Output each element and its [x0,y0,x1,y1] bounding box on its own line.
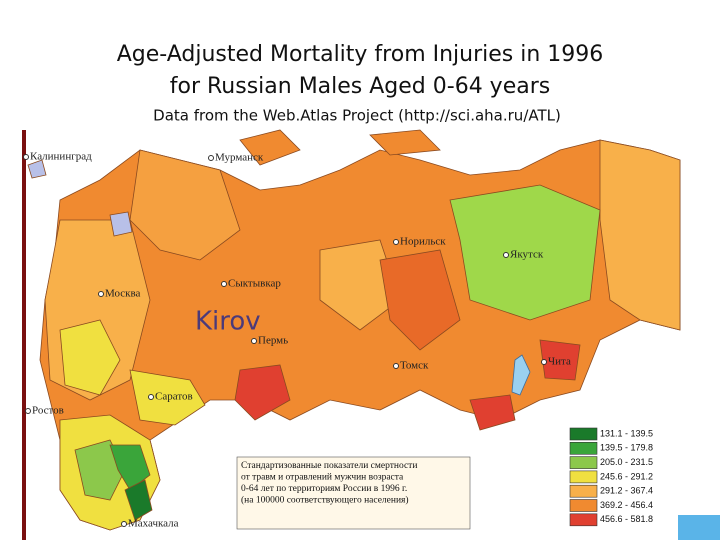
city-label: Томск [400,360,429,372]
legend-swatch [569,499,598,512]
legend-label: 245.6 - 291.2 [600,471,653,481]
subtitle: Data from the Web.Atlas Project (http://… [153,107,561,125]
region [599,139,681,331]
legend: 131.1 - 139.5 139.5 - 179.8 205.0 - 231.5 2… [569,427,653,527]
legend-swatch [569,470,598,484]
region [124,479,153,521]
city-label: Сыктывкар [228,278,281,290]
region [319,239,401,331]
kaliningrad [27,159,47,179]
region [129,149,241,261]
legend-swatch [569,441,598,455]
legend-swatch [569,456,598,469]
city-dot [121,521,127,527]
region [74,439,126,501]
region [539,339,581,381]
side-bar [22,130,26,540]
city-label: Ростов [32,405,64,417]
caption-box [236,456,471,530]
region [469,394,516,431]
lake-baikal [511,354,531,396]
legend-label: 205.0 - 231.5 [600,457,653,467]
city-dot [23,154,29,160]
city-label: Мурманск [215,152,264,164]
city-dot [251,338,257,344]
map [27,129,681,531]
legend-swatch [569,513,598,527]
title-line: Age-Adjusted Mortality from Injuries in … [117,42,604,67]
legend-label: 291.2 - 367.4 [600,486,653,496]
city-dot [393,363,399,369]
legend-label: 456.6 - 581.8 [600,514,653,524]
city-dot [98,291,104,297]
city-dot [208,155,214,161]
caption-line: 0-64 лет по территориям России в 1996 г. [241,484,407,494]
moscow-region [109,211,133,237]
city-label: Москва [105,288,141,300]
city-dot [148,394,154,400]
city-label: Калининград [30,151,92,163]
region [449,184,601,321]
caption-line: Стандартизованные показатели смертности [241,461,417,471]
title-line: for Russian Males Aged 0-64 years [170,74,550,99]
city-dot [25,408,31,414]
city-label: Саратов [155,391,193,403]
city-labels: Калининград Мурманск Норильск Якутск Сыктывк… [23,151,571,530]
city-dot [503,252,509,258]
corner-box [678,515,720,540]
legend-caption: Стандартизованные показатели смертностио… [241,461,417,506]
region [234,364,291,421]
region [59,319,121,396]
city-label: Пермь [258,335,288,347]
caption-line: (на 100000 соответствующего населения) [241,495,409,506]
city-dot [221,281,227,287]
caption-line: от травм и отравлений мужчин возраста [241,472,404,483]
legend-swatch [569,427,598,441]
city-label: Махачкала [128,518,179,530]
region [379,249,461,351]
city-label: Якутск [510,249,544,261]
island [239,129,301,166]
city-dot [393,239,399,245]
city-label: Норильск [400,236,446,248]
legend-label: 369.2 - 456.4 [600,500,653,510]
city-dot [541,359,547,365]
city-label: Чита [548,356,571,368]
legend-swatch [569,484,598,498]
legend-label: 139.5 - 179.8 [600,443,653,453]
island [369,129,441,156]
highlight-label: Kirov [195,307,261,337]
legend-label: 131.1 - 139.5 [600,428,653,438]
region [129,369,206,426]
